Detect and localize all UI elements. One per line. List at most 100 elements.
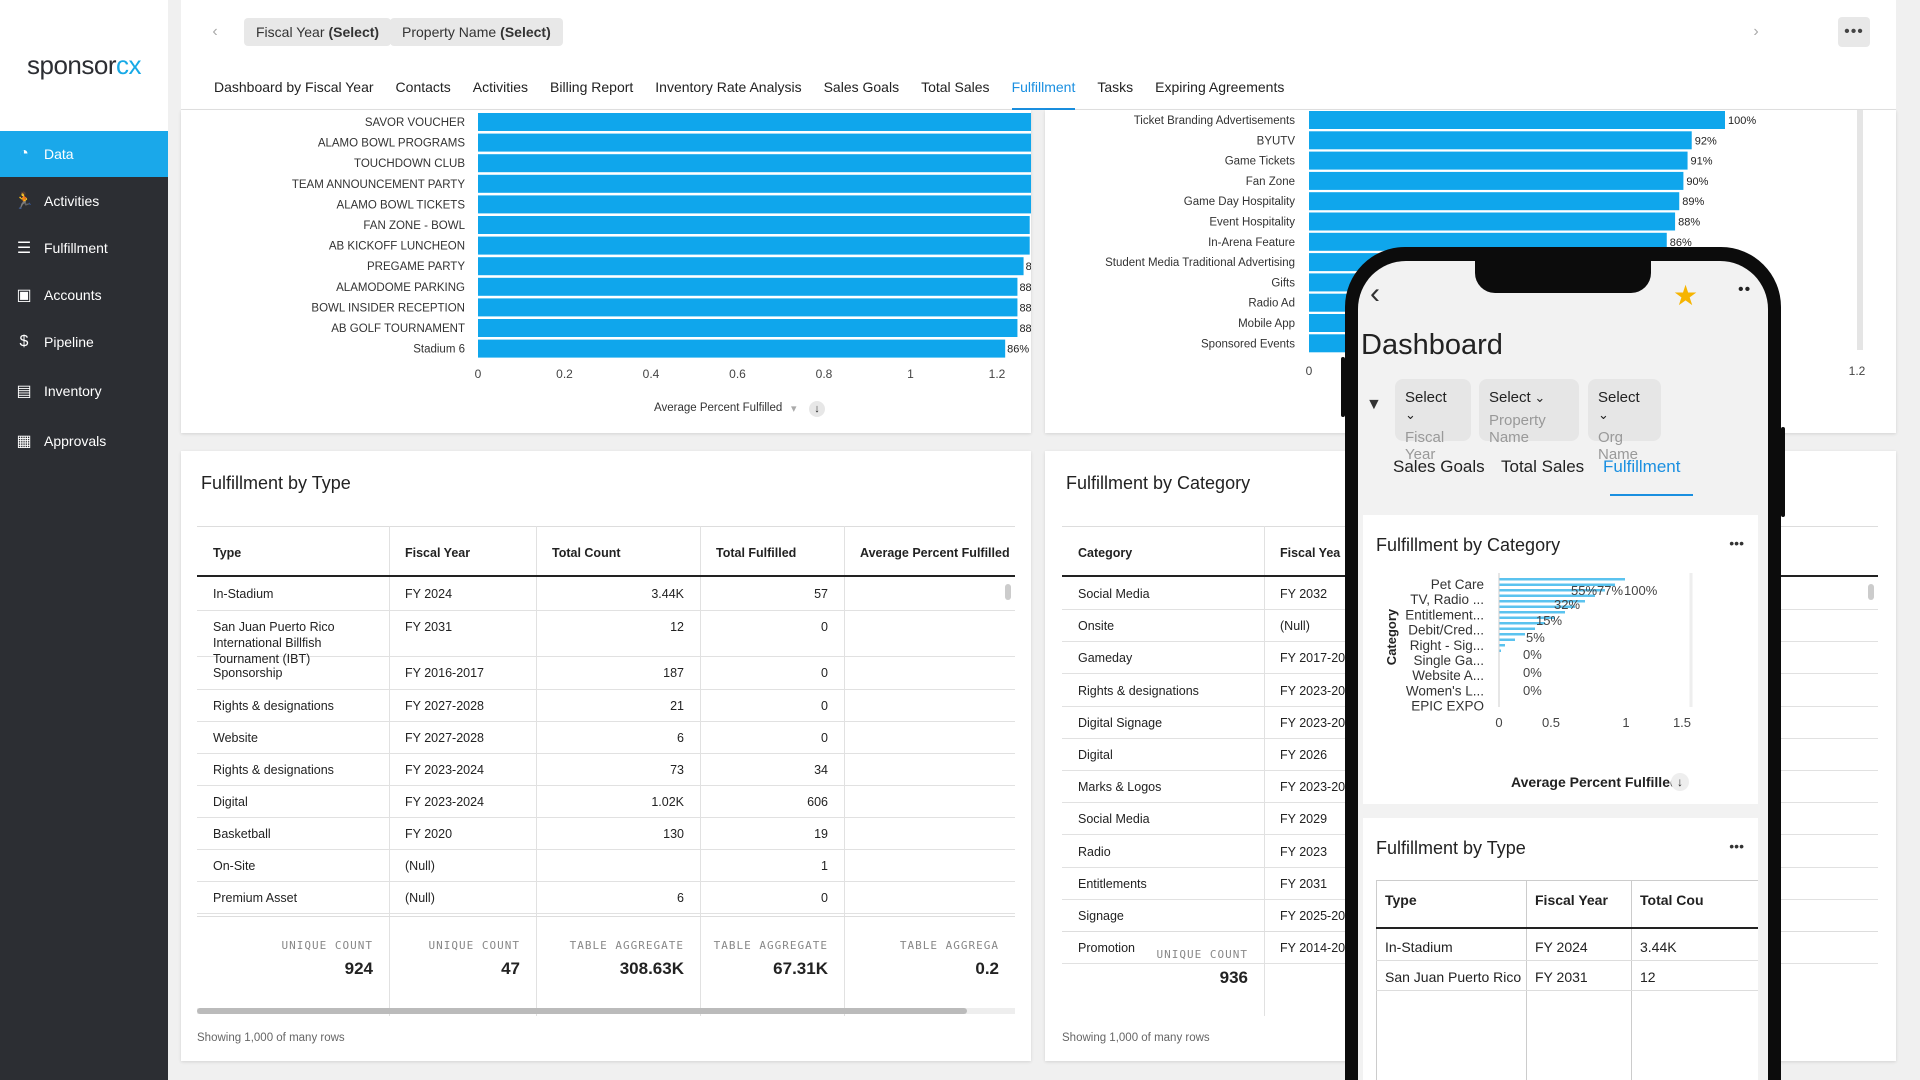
scroll-right-icon[interactable]: › [1753,23,1759,40]
bar[interactable] [478,257,1024,276]
bar[interactable] [1499,611,1565,614]
sidebar-item-activities[interactable]: 🏃 Activities [0,178,168,224]
tab-billing-report[interactable]: Billing Report [550,79,634,95]
card-more-icon[interactable]: ••• [1729,838,1744,854]
column-header[interactable]: Total Fulfilled [716,546,797,560]
footer-value: 308.63K [619,959,684,978]
table-cell: FY 2023-20 [1280,683,1346,698]
bar[interactable] [1499,583,1615,587]
category-label: Right - Sig... [1410,638,1484,653]
value-label: 92% [1695,135,1717,147]
bar[interactable] [1499,594,1595,598]
more-options-button[interactable]: ••• [1838,17,1870,47]
table-cell: 12 [1640,969,1656,985]
bar[interactable] [478,113,1031,131]
sidebar-item-data[interactable]: ◔ Data [0,131,168,177]
filter-property-name[interactable]: Property Name (Select) [390,18,563,46]
bar[interactable] [478,277,1018,296]
tab-expiring-agreements[interactable]: Expiring Agreements [1155,79,1285,95]
horizontal-scrollbar[interactable] [197,1008,1015,1014]
bar[interactable] [1499,622,1545,625]
pie-chart-icon: ◔ [19,145,29,162]
phone-tab-fulfillment[interactable]: Fulfillment [1603,457,1681,476]
sidebar-item-approvals[interactable]: ▦ Approvals [0,418,168,464]
footer-value: 936 [1219,968,1248,987]
sidebar-item-label: Fulfillment [44,240,108,256]
bar[interactable] [478,339,1006,358]
filter-fiscal-year[interactable]: Fiscal Year (Select) [244,18,392,46]
bar[interactable] [1309,232,1667,251]
bar[interactable] [1499,633,1525,636]
bar[interactable] [1309,171,1684,190]
bar[interactable] [478,298,1018,317]
x-tick-label: 1.2 [989,367,1006,381]
sidebar-item-inventory[interactable]: ▤ Inventory [0,368,168,414]
tab-fulfillment[interactable]: Fulfillment [1011,64,1076,110]
column-header[interactable]: Fiscal Year [405,546,471,560]
bar[interactable] [1499,600,1585,603]
tab-dashboard-by-fiscal-year[interactable]: Dashboard by Fiscal Year [214,79,374,95]
card-more-icon[interactable]: ••• [1729,535,1744,551]
dropdown-icon[interactable]: ▾ [791,403,797,415]
back-icon[interactable]: ‹ [1370,277,1380,310]
bar[interactable] [478,154,1031,173]
sponsorcx-logo[interactable]: sponsor cx [0,0,168,131]
x-tick-label: 0.6 [729,367,746,381]
bar[interactable] [1309,192,1680,211]
bar[interactable] [478,319,1018,337]
bar[interactable] [1499,627,1535,631]
bar[interactable] [1499,616,1555,620]
vertical-scrollbar[interactable] [1868,584,1874,600]
column-header[interactable]: Category [1078,546,1133,560]
sidebar-item-pipeline[interactable]: $ Pipeline [0,319,168,365]
tab-inventory-rate-analysis[interactable]: Inventory Rate Analysis [655,79,802,95]
column-header[interactable]: Total Count [552,546,621,560]
column-header[interactable]: Type [213,546,242,560]
tab-sales-goals[interactable]: Sales Goals [823,79,900,95]
filter-icon[interactable]: ▼ [1366,396,1382,413]
bar[interactable] [1499,605,1575,609]
tab-contacts[interactable]: Contacts [395,79,451,95]
category-label: Game Day Hospitality [1184,196,1295,208]
bar[interactable] [1309,131,1692,150]
more-icon[interactable]: •• [1738,281,1752,298]
category-label: SAVOR VOUCHER [365,117,465,129]
bar[interactable] [478,236,1030,255]
sidebar-item-accounts[interactable]: ▣ Accounts [0,272,168,318]
column-header[interactable]: Average Percent Fulfilled [860,546,1010,560]
sidebar-item-fulfillment[interactable]: ☰ Fulfillment [0,225,168,271]
bar[interactable] [1499,589,1605,592]
sort-desc-icon[interactable]: ↓ [1671,773,1689,791]
bar[interactable] [478,174,1031,193]
bar[interactable] [1309,151,1688,170]
bar[interactable] [1499,578,1625,581]
bar[interactable] [1499,638,1515,642]
phone-tab-total-sales[interactable]: Total Sales [1501,457,1585,476]
bar[interactable] [478,195,1031,214]
bar[interactable] [1499,649,1501,653]
column-header[interactable]: Total Cou [1640,892,1704,908]
bar[interactable] [1309,111,1725,129]
tab-total-sales[interactable]: Total Sales [921,79,990,95]
tab-activities[interactable]: Activities [472,79,529,95]
column-header[interactable]: Type [1385,892,1417,908]
bar[interactable] [1309,212,1676,231]
footer-label: UNIQUE COUNT [281,939,373,952]
phone-filter-fiscal-year[interactable]: Select ⌄ Fiscal Year [1395,379,1471,463]
phone-page-title: Dashboard [1361,329,1503,361]
bar[interactable] [1499,644,1505,647]
tab-tasks[interactable]: Tasks [1097,79,1134,95]
phone-filter-org-name[interactable]: Select ⌄ Org Name [1588,379,1661,463]
star-icon[interactable]: ★ [1673,280,1699,311]
phone-filter-property-name[interactable]: Select ⌄ Property Name [1479,379,1579,446]
vertical-scrollbar[interactable] [1005,584,1011,600]
bar[interactable] [478,216,1030,234]
phone-tab-sales-goals[interactable]: Sales Goals [1393,457,1485,476]
column-header[interactable]: Fiscal Yea [1280,546,1341,560]
mobile-phone-mockup: ‹ ★ •• Dashboard ▼ Select ⌄ Fiscal Year Se… [1341,247,1785,1080]
column-header[interactable]: Fiscal Year [1535,892,1608,908]
scroll-left-icon[interactable]: ‹ [212,23,218,40]
bar[interactable] [478,133,1031,152]
footer-value: 924 [344,959,373,978]
sort-desc-icon[interactable]: ↓ [809,401,825,417]
